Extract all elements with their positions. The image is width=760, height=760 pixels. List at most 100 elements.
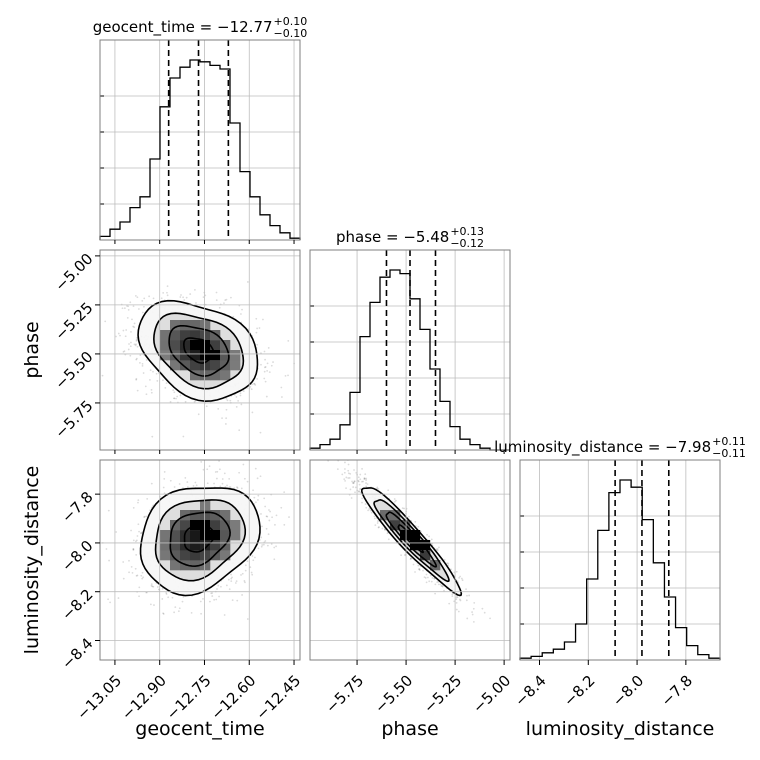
scatter-point [131, 571, 134, 574]
scatter-point [169, 401, 172, 403]
joint-panel-geocent_time-phase [101, 281, 296, 438]
scatter-point [250, 388, 253, 391]
title-geocent_time: geocent_time = −12.77 [93, 18, 273, 37]
scatter-point [386, 532, 389, 535]
scatter-point [455, 570, 458, 573]
scatter-point [270, 364, 273, 367]
scatter-point [128, 559, 130, 562]
scatter-point [166, 285, 169, 288]
scatter-point [363, 478, 366, 480]
scatter-point [139, 532, 142, 534]
scatter-point [256, 343, 259, 346]
x-tick-label-luminosity_distance: −8.0 [609, 672, 647, 710]
scatter-point [143, 515, 146, 518]
scatter-point [139, 354, 142, 356]
scatter-point [165, 592, 168, 594]
scatter-point [200, 461, 203, 463]
scatter-point [465, 599, 468, 602]
scatter-point [225, 417, 228, 420]
scatter-point [162, 379, 164, 382]
density-peak-cell [420, 540, 430, 550]
scatter-point [117, 597, 120, 599]
scatter-point [130, 341, 132, 344]
scatter-point [361, 480, 363, 483]
scatter-point [373, 515, 376, 518]
scatter-point [238, 471, 241, 474]
scatter-point [458, 598, 461, 601]
scatter-point [184, 477, 187, 479]
scatter-point [225, 584, 228, 587]
scatter-point [137, 501, 139, 504]
scatter-point [228, 588, 231, 591]
scatter-point [265, 527, 268, 530]
scatter-point [115, 531, 118, 533]
scatter-point [225, 298, 228, 301]
scatter-point [263, 350, 266, 353]
scatter-point [427, 576, 429, 579]
scatter-point [121, 307, 124, 310]
scatter-point [367, 509, 370, 512]
contour-line-1sigma [168, 324, 230, 377]
title-plus-error: +0.10 [274, 15, 308, 28]
scatter-point [280, 386, 283, 389]
y-tick-label-luminosity_distance: −8.2 [58, 586, 96, 624]
scatter-point [259, 475, 262, 478]
scatter-point [240, 574, 242, 576]
scatter-point [107, 509, 110, 512]
scatter-point [122, 350, 125, 353]
scatter-point [423, 576, 426, 579]
scatter-point [145, 359, 148, 361]
scatter-point [403, 507, 406, 510]
scatter-point [182, 435, 185, 438]
density-cell [160, 550, 171, 561]
title-prefix: luminosity_distance = [494, 438, 665, 457]
scatter-point [364, 473, 367, 476]
scatter-point [417, 525, 420, 528]
scatter-point [387, 538, 390, 541]
scatter-point [164, 386, 167, 389]
scatter-point [357, 480, 360, 483]
density-cell [170, 320, 181, 331]
scatter-point [173, 391, 176, 394]
scatter-point [321, 458, 323, 460]
scatter-point [153, 604, 155, 606]
scatter-point [246, 560, 249, 563]
scatter-point [256, 327, 259, 330]
scatter-point [414, 520, 417, 523]
scatter-point [230, 296, 232, 299]
scatter-point [428, 535, 430, 538]
density-peak-cell [200, 530, 210, 540]
scatter-point [129, 301, 132, 304]
scatter-point [244, 569, 247, 572]
scatter-point [236, 486, 238, 489]
scatter-point [122, 329, 125, 332]
scatter-point [178, 483, 181, 485]
scatter-point [186, 486, 189, 488]
scatter-point [472, 607, 475, 610]
scatter-point [229, 399, 232, 402]
density-cell [170, 340, 181, 351]
scatter-point [443, 589, 445, 592]
density-cell [170, 360, 181, 371]
scatter-point [173, 486, 176, 488]
scatter-point [246, 618, 249, 620]
scatter-point [468, 594, 471, 597]
scatter-point [359, 473, 362, 476]
scatter-point [435, 548, 438, 551]
density-cell [190, 540, 201, 551]
scatter-point [363, 477, 366, 479]
scatter-point [134, 344, 137, 347]
density-cell [220, 370, 231, 381]
scatter-point [443, 558, 446, 561]
contour-line-0.5sigma [183, 337, 215, 364]
density-cell [200, 500, 211, 511]
scatter-point [429, 574, 432, 577]
scatter-point [140, 532, 143, 535]
scatter-point [281, 396, 283, 398]
scatter-point [345, 476, 348, 479]
density-peak-cell [200, 340, 210, 350]
scatter-point [373, 517, 376, 520]
scatter-point [162, 292, 165, 294]
scatter-point [254, 384, 257, 386]
scatter-point [202, 468, 205, 471]
